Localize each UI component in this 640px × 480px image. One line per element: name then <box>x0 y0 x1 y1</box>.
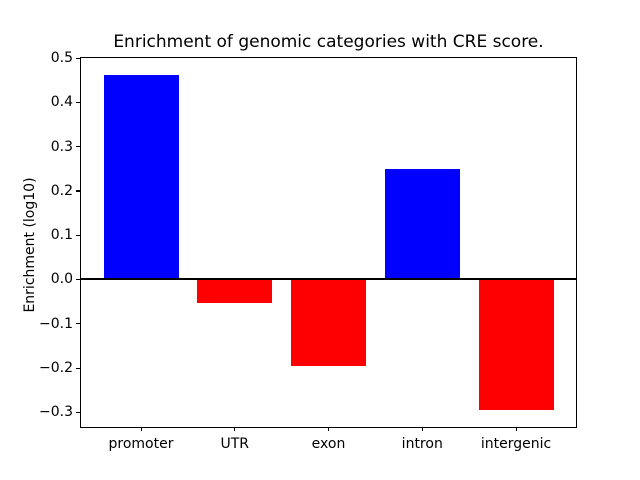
x-tick <box>515 427 517 431</box>
x-tick-label-exon: exon <box>311 436 346 452</box>
y-tick-label: 0.5 <box>50 50 73 66</box>
y-tick-label: 0.1 <box>50 227 73 244</box>
y-tick-label: −0.2 <box>39 360 73 377</box>
plot-area: 0.5 0.4 0.3 0.2 0.1 0.0 −0.1 −0.2 −0.3 promoter UT… <box>39 50 577 452</box>
y-axis-label: Enrichment (log10) <box>22 177 38 313</box>
y-tick <box>76 411 80 414</box>
y-tick-label: 0.0 <box>50 271 73 288</box>
x-tick <box>421 427 423 431</box>
bar-intergenic <box>478 279 554 411</box>
y-tick <box>76 367 80 369</box>
zero-line <box>81 278 576 281</box>
bar-exon <box>291 279 366 367</box>
x-tick-label-UTR: UTR <box>220 436 250 452</box>
y-tick-label: −0.3 <box>39 404 73 421</box>
y-tick-label: −0.1 <box>39 315 73 332</box>
y-tick <box>76 57 80 59</box>
x-tick-label-promoter: promoter <box>108 436 174 452</box>
y-tick-label: 0.4 <box>50 94 73 111</box>
y-tick <box>76 101 80 103</box>
y-tick <box>76 146 80 148</box>
y-tick <box>76 278 80 281</box>
bar-UTR <box>197 279 273 303</box>
y-tick-label: 0.2 <box>50 182 73 199</box>
y-tick <box>76 190 80 192</box>
x-tick <box>328 427 330 431</box>
x-tick-label-intron: intron <box>401 436 443 452</box>
bar-promoter <box>103 74 179 280</box>
y-tick <box>76 234 80 236</box>
chart-title: Enrichment of genomic categories with CR… <box>113 32 544 52</box>
y-tick <box>76 323 80 325</box>
x-tick-label-intergenic: intergenic <box>480 436 552 452</box>
y-tick-label: 0.3 <box>50 138 73 155</box>
x-tick <box>140 427 142 431</box>
x-tick <box>234 427 236 431</box>
bar-intron <box>384 168 460 280</box>
